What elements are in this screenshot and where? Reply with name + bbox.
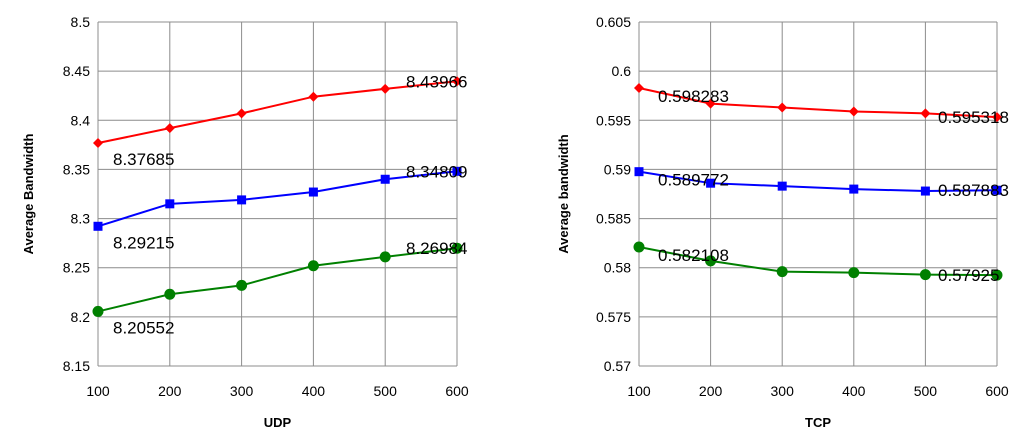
data-point-square — [380, 174, 390, 184]
y-tick-label: 8.3 — [71, 211, 91, 227]
data-point-diamond — [920, 108, 931, 119]
y-axis-title: Average Bandwidth — [21, 134, 36, 255]
y-tick-label: 0.6 — [612, 63, 632, 79]
series-2: 8.29215 8.34809 — [93, 162, 467, 252]
series-2: 0.589772 0.587883 — [634, 167, 1009, 200]
data-point-circle — [92, 305, 104, 317]
y-tick-label: 8.45 — [63, 63, 90, 79]
data-label: 8.29215 — [113, 233, 174, 252]
y-tick-label: 0.595 — [596, 112, 631, 128]
tcp-chart: 0.57 0.575 0.58 0.585 0.59 0.595 0.6 0.605 100 20… — [556, 14, 1009, 430]
y-tick-label: 0.575 — [596, 309, 631, 325]
series-line — [638, 170, 998, 193]
data-point-diamond — [634, 83, 644, 94]
data-point-circle — [307, 260, 319, 272]
data-point-circle — [919, 269, 931, 281]
x-tick-label: 500 — [914, 383, 938, 399]
data-point-square — [452, 166, 462, 176]
data-point-circle — [451, 242, 463, 254]
x-axis-title: TCP — [805, 415, 831, 430]
series-1: 8.37685 8.43966 — [93, 72, 467, 169]
data-point-diamond — [452, 76, 462, 87]
x-tick-label: 500 — [374, 383, 398, 399]
x-axis-title: UDP — [264, 415, 292, 430]
series-1: 0.598283 0.595318 — [634, 83, 1009, 127]
y-tick-label: 8.35 — [63, 161, 90, 177]
series-line — [638, 87, 998, 119]
data-label: 8.34809 — [406, 162, 467, 181]
series-line — [97, 247, 458, 313]
y-tick-label: 0.59 — [604, 161, 631, 177]
data-point-square — [308, 187, 318, 197]
data-point-square — [706, 178, 716, 188]
series-line — [97, 80, 458, 145]
y-tick-label: 8.5 — [71, 14, 91, 30]
data-label: 0.587883 — [938, 181, 1009, 200]
y-tick-label: 8.2 — [71, 309, 91, 325]
data-point-square — [93, 221, 103, 231]
data-point-circle — [776, 266, 788, 278]
x-tick-label: 600 — [445, 383, 469, 399]
data-point-circle — [705, 255, 717, 267]
data-point-circle — [236, 279, 248, 291]
data-point-diamond — [992, 112, 1002, 123]
data-point-square — [992, 185, 1002, 195]
data-point-square — [849, 184, 859, 194]
y-tick-label: 8.4 — [71, 112, 91, 128]
y-tick-label: 0.585 — [596, 211, 631, 227]
data-label: 8.37685 — [113, 150, 174, 169]
data-point-diamond — [777, 102, 788, 113]
data-point-diamond — [93, 138, 103, 149]
x-tick-label: 200 — [158, 383, 182, 399]
x-tick-label: 300 — [230, 383, 254, 399]
udp-chart: 8.15 8.2 8.25 8.3 8.35 8.4 8.45 8.5 100 200 300 400… — [21, 14, 469, 430]
x-tick-label: 100 — [627, 383, 651, 399]
y-tick-label: 8.25 — [63, 260, 90, 276]
x-tick-label: 200 — [699, 383, 723, 399]
data-label: 8.20552 — [113, 318, 174, 337]
series-line — [97, 170, 458, 228]
x-tick-label: 400 — [842, 383, 866, 399]
series-3: 8.20552 8.26984 — [92, 239, 467, 337]
y-axis-title: Average bandwidth — [556, 134, 571, 253]
x-tick-label: 300 — [771, 383, 795, 399]
series-line — [638, 246, 998, 277]
data-label: 0.589772 — [658, 171, 729, 190]
data-point-square — [165, 199, 175, 209]
data-point-diamond — [705, 98, 716, 109]
data-label: 0.57925 — [938, 266, 999, 285]
data-point-diamond — [164, 123, 175, 134]
data-label: 0.598283 — [658, 87, 729, 106]
data-point-diamond — [308, 91, 319, 102]
y-tick-label: 8.15 — [63, 358, 90, 374]
data-point-circle — [848, 267, 860, 279]
data-point-circle — [991, 269, 1003, 281]
data-label: 8.43966 — [406, 72, 467, 91]
series-3: 0.582108 0.57925 — [633, 241, 1003, 285]
data-point-diamond — [236, 108, 247, 119]
data-label: 8.26984 — [406, 239, 467, 258]
data-point-circle — [164, 288, 176, 300]
data-point-diamond — [848, 106, 859, 117]
data-label: 0.582108 — [658, 246, 729, 265]
data-point-circle — [379, 251, 391, 263]
data-point-square — [920, 186, 930, 196]
y-tick-label: 0.605 — [596, 14, 631, 30]
data-point-square — [777, 181, 787, 191]
y-tick-label: 0.58 — [604, 260, 631, 276]
data-point-square — [634, 167, 644, 177]
x-tick-label: 100 — [86, 383, 110, 399]
x-tick-label: 600 — [985, 383, 1009, 399]
x-tick-label: 400 — [302, 383, 326, 399]
data-point-diamond — [380, 83, 391, 94]
data-label: 0.595318 — [938, 108, 1009, 127]
y-tick-label: 0.57 — [604, 358, 631, 374]
data-point-square — [237, 195, 247, 205]
data-point-circle — [633, 241, 645, 253]
